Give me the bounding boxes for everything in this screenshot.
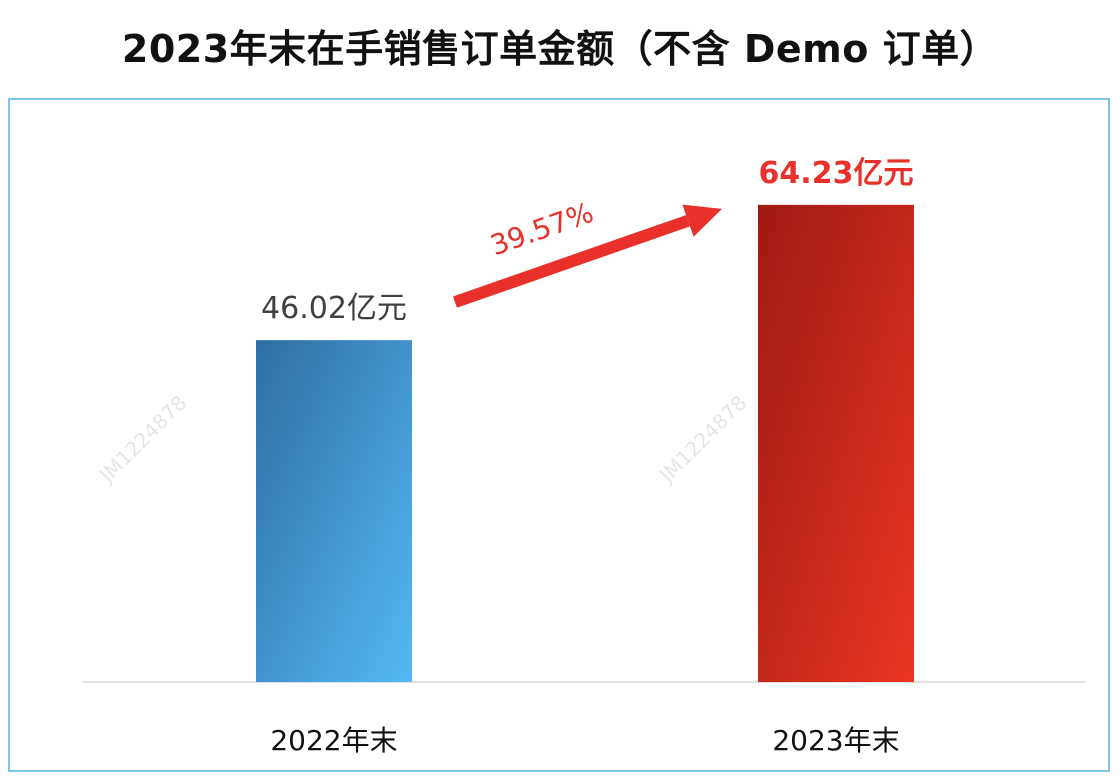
- x-tick-label-2022: 2022年末: [270, 724, 397, 757]
- growth-arrow: [453, 204, 722, 308]
- data-label-2023: 64.23亿元: [759, 156, 914, 191]
- growth-arrow-shaft: [453, 215, 690, 308]
- bar-2022: [256, 340, 412, 682]
- data-label-2022: 46.02亿元: [261, 291, 407, 326]
- x-tick-label-2023: 2023年末: [772, 724, 899, 757]
- page-title: 2023年末在手销售订单金额（不含 Demo 订单）: [121, 27, 999, 71]
- bar-2023: [758, 204, 914, 682]
- growth-arrow-head: [682, 204, 722, 237]
- chart-frame: [8, 98, 1110, 772]
